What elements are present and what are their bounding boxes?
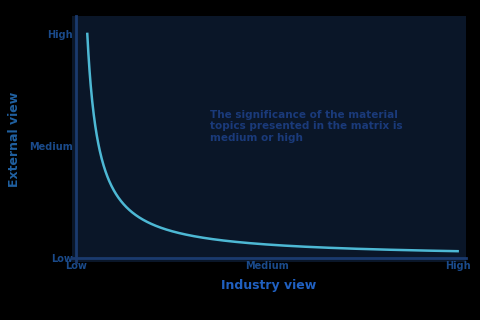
X-axis label: Industry view: Industry view [221, 279, 316, 292]
Text: The significance of the material
topics presented in the matrix is
medium or hig: The significance of the material topics … [210, 110, 402, 143]
Y-axis label: External view: External view [8, 92, 21, 187]
